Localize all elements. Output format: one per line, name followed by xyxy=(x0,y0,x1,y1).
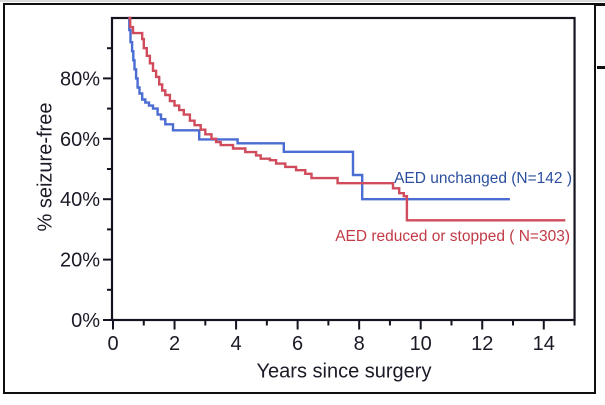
y-tick-label: 0% xyxy=(71,310,100,332)
adjacent-border-fragment xyxy=(597,66,605,69)
legend-label-aed-reduced-or-stopped: AED reduced or stopped ( N=303) xyxy=(335,228,570,245)
x-tick-label: 10 xyxy=(410,333,432,355)
x-tick-label: 6 xyxy=(292,333,303,355)
plot-area-border xyxy=(110,16,576,322)
x-tick-label: 14 xyxy=(533,333,555,355)
y-tick-label: 40% xyxy=(60,189,100,211)
legend-label-aed-unchanged: AED unchanged (N=142 ) xyxy=(394,170,572,187)
x-axis-title: Years since surgery xyxy=(256,360,432,383)
top-border-extension xyxy=(594,3,605,6)
y-tick-label: 60% xyxy=(60,129,100,151)
y-tick-label: 20% xyxy=(60,250,100,272)
x-tick-label: 4 xyxy=(231,333,242,355)
x-tick-label: 8 xyxy=(354,333,365,355)
curve-aed-reduced-or-stopped xyxy=(128,16,566,222)
y-tick-label: 80% xyxy=(60,68,100,90)
x-tick-label: 0 xyxy=(107,333,118,355)
y-axis-title: % seizure-free xyxy=(34,102,57,232)
curve-aed-unchanged xyxy=(128,16,510,201)
x-tick-label: 12 xyxy=(471,333,493,355)
top-strip xyxy=(0,0,605,2)
x-tick-label: 2 xyxy=(169,333,180,355)
